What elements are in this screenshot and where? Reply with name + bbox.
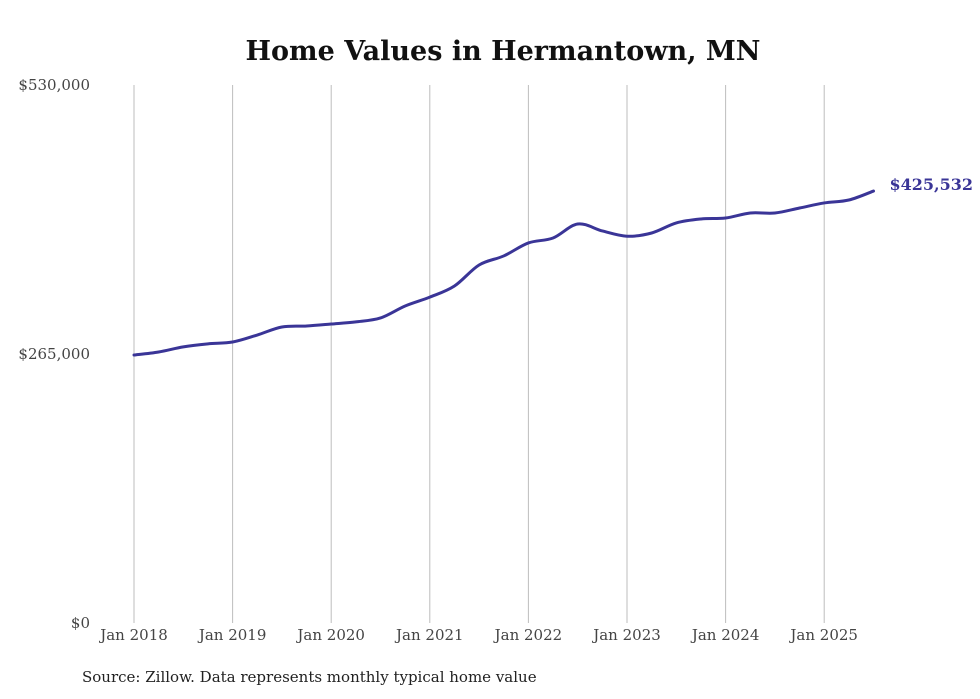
x-tick-label: Jan 2020 <box>295 626 365 644</box>
x-tick-label: Jan 2024 <box>690 626 760 644</box>
end-value-label: $425,532 <box>890 175 974 194</box>
x-tick-label: Jan 2018 <box>98 626 168 644</box>
x-tick-label: Jan 2019 <box>197 626 267 644</box>
y-tick-label: $530,000 <box>18 76 90 94</box>
x-tick-label: Jan 2023 <box>591 626 661 644</box>
x-tick-label: Jan 2025 <box>788 626 858 644</box>
y-tick-label: $0 <box>71 614 90 632</box>
source-note: Source: Zillow. Data represents monthly … <box>82 668 537 686</box>
y-tick-label: $265,000 <box>18 345 90 363</box>
x-tick-label: Jan 2022 <box>493 626 563 644</box>
x-tick-label: Jan 2021 <box>394 626 464 644</box>
series-line <box>132 189 875 357</box>
chart-title: Home Values in Hermantown, MN <box>246 36 761 67</box>
